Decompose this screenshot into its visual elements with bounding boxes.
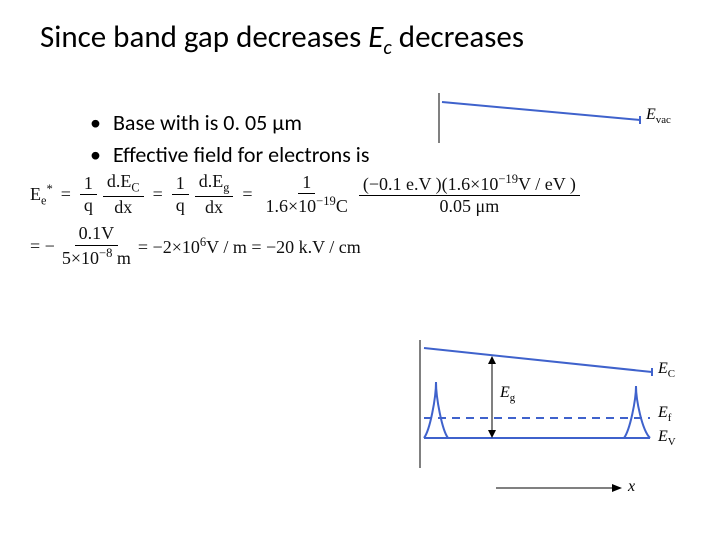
equation-block: Ee* = 1q d.ECdx = 1q d.Egdx = 1 1.6×10−1…: [30, 172, 583, 274]
eq-f2-num: d.E: [107, 171, 132, 191]
eq-f7-num: 0.1V: [75, 224, 119, 246]
eq-f6-num-sup: −19: [498, 172, 518, 186]
label-ev: E: [658, 428, 668, 445]
eq-f5-num: 1: [298, 173, 315, 195]
eq-f4-num: d.E: [199, 171, 224, 191]
eq-lhs-sup: *: [46, 182, 52, 196]
label-ev-sub: V: [668, 436, 676, 448]
title-sub: c: [383, 36, 391, 60]
label-x: x: [628, 478, 635, 496]
slide-title: Since band gap decreases Ec decreases: [40, 18, 524, 60]
label-ec-sub: C: [668, 368, 675, 380]
eq-f6-num-a: (−0.1 e.V )(1.6×10: [363, 174, 498, 194]
eq-f1-num: 1: [80, 174, 97, 196]
eq-f4-den: dx: [201, 197, 227, 218]
equation-line-2: = − 0.1V 5×10−8 m = −2×106V / m = −20 k.…: [30, 224, 583, 269]
bullet-list: Base with is 0. 05 μm Effective field fo…: [50, 107, 369, 171]
eq-line2-mid-a: = −2×10: [138, 237, 200, 257]
label-evac: E: [646, 106, 656, 123]
label-evac-sub: vac: [656, 114, 671, 126]
eq-line2-mid-b: V / m = −20 k.V / cm: [206, 237, 361, 257]
eq-f5-den-sup: −19: [316, 194, 336, 208]
bullet-2: Effective field for electrons is: [90, 139, 369, 171]
eq-f2-den: dx: [110, 197, 136, 218]
eq-f3-num: 1: [172, 174, 189, 196]
label-ef: E: [658, 404, 668, 421]
eq-f2-num-sub: C: [131, 181, 139, 195]
eq-line2-pre: = −: [30, 236, 55, 257]
eq-f4-num-sub: g: [223, 181, 229, 195]
title-var: E: [368, 18, 383, 56]
title-text-post: decreases: [392, 18, 524, 56]
evac-diagram: Evac: [434, 88, 684, 148]
eq-f7-den-a: 5×10: [62, 248, 99, 268]
title-text-pre: Since band gap decreases: [40, 18, 368, 56]
eq-f6-num-b: V / eV ): [518, 174, 576, 194]
eq-f7-den-b: m: [112, 248, 131, 268]
eq-f3-den: q: [172, 195, 189, 216]
eq-f5-den-b: C: [336, 196, 348, 216]
equation-line-1: Ee* = 1q d.ECdx = 1q d.Egdx = 1 1.6×10−1…: [30, 172, 583, 218]
eq-f7-den-sup: −8: [99, 246, 112, 260]
label-eg: E: [500, 384, 510, 401]
bullet-1: Base with is 0. 05 μm: [90, 107, 369, 139]
label-eg-sub: g: [510, 392, 515, 404]
eq-f5-den-a: 1.6×10: [266, 196, 317, 216]
band-diagram: Eg EC Ef EV x: [406, 338, 696, 518]
label-ef-sub: f: [668, 412, 672, 424]
label-ec: E: [658, 360, 668, 377]
eq-f1-den: q: [80, 195, 97, 216]
eq-f6-den: 0.05 μm: [436, 196, 504, 217]
eq-lhs-var: E: [30, 184, 41, 204]
